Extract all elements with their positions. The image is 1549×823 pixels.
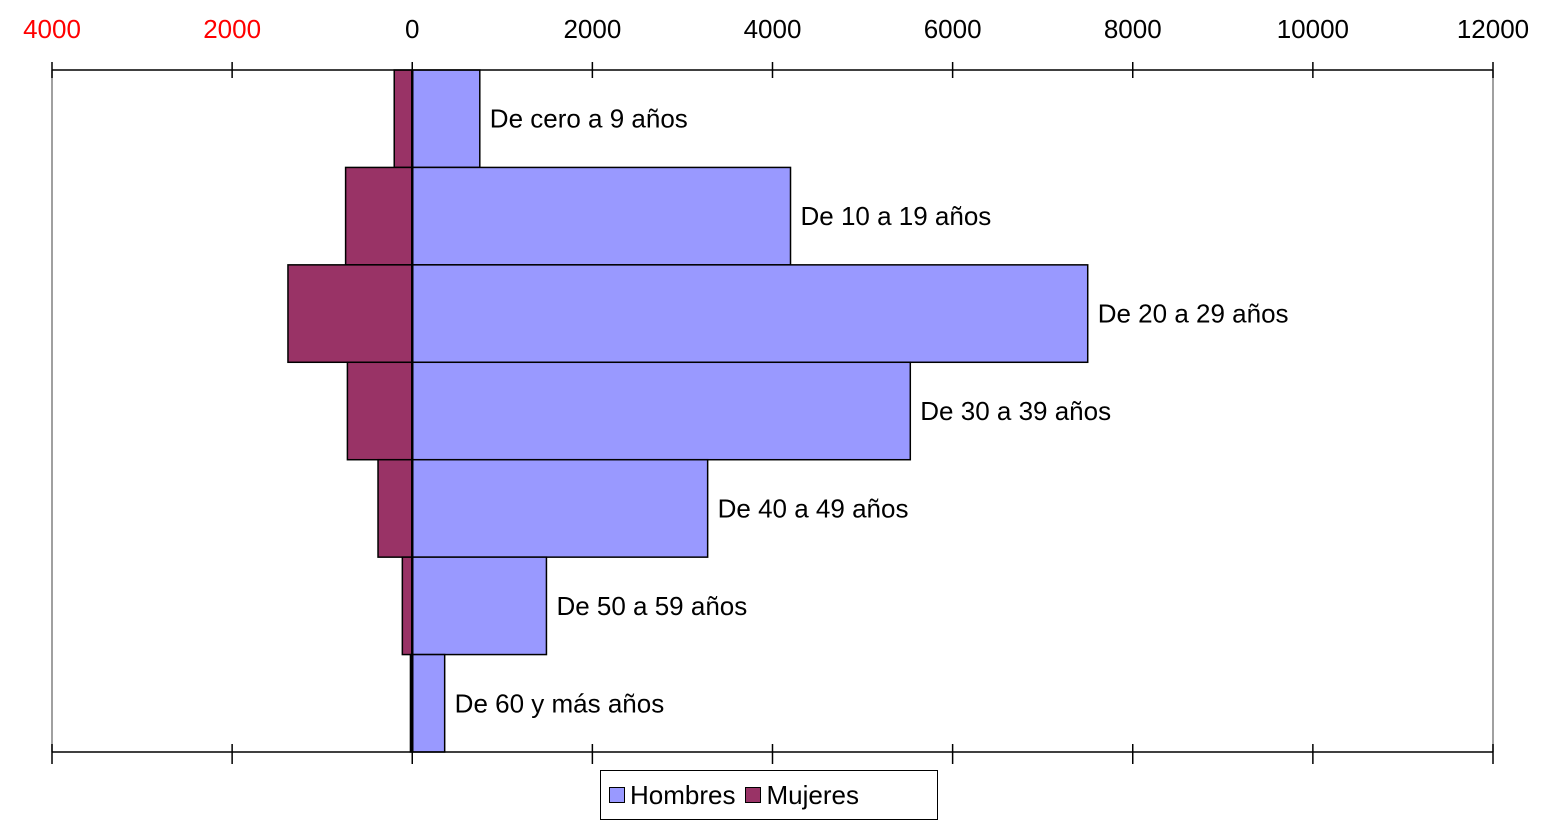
plot-frame [51,70,1494,752]
legend-label-hombres: Hombres [630,779,736,810]
category-label: De 60 y más años [455,688,665,718]
legend-item-hombres: Hombres [609,780,735,811]
tick-labels-group: 4000 2000 0 2000 4000 6000 8000 10000 12000 [23,14,1529,44]
bar-hombres [411,264,1089,364]
bars-group [287,69,1089,753]
legend-item-mujeres: Mujeres [745,779,859,811]
legend-swatch-hombres [609,787,625,803]
category-label: De 50 a 59 años [556,591,747,621]
category-labels-group: De cero a 9 años De 10 a 19 años De 20 a 2… [455,104,1289,719]
category-label: De 30 a 39 años [920,396,1111,426]
bar-mujeres [393,69,413,169]
category-label: De 10 a 19 años [801,201,992,231]
bar-mujeres [401,556,414,656]
category-label: De 20 a 29 años [1098,299,1289,329]
x-tick-label: 4000 [744,14,802,44]
bar-mujeres [287,264,413,364]
bar-hombres [411,653,446,753]
bar-mujeres [346,361,413,461]
bar-hombres [411,69,481,169]
x-tick-label-left: 4000 [23,14,81,44]
x-tick-label: 8000 [1104,14,1162,44]
x-tick-label: 12000 [1457,14,1529,44]
axes-group [51,62,1494,764]
bar-mujeres [377,458,413,558]
bar-hombres [411,361,912,461]
legend: Hombres Mujeres [600,770,938,820]
category-label: De cero a 9 años [490,104,688,134]
bar-hombres [411,556,548,656]
bar-mujeres [344,166,414,266]
x-tick-label: 0 [405,14,419,44]
bar-hombres [411,458,709,558]
x-tick-label: 2000 [563,14,621,44]
x-tick-label: 10000 [1277,14,1349,44]
bar-hombres [411,166,792,266]
x-tick-label: 6000 [924,14,982,44]
x-tick-label-left: 2000 [203,14,261,44]
legend-label-mujeres: Mujeres [766,779,859,810]
category-label: De 40 a 49 años [718,493,909,523]
legend-swatch-mujeres [745,787,762,803]
